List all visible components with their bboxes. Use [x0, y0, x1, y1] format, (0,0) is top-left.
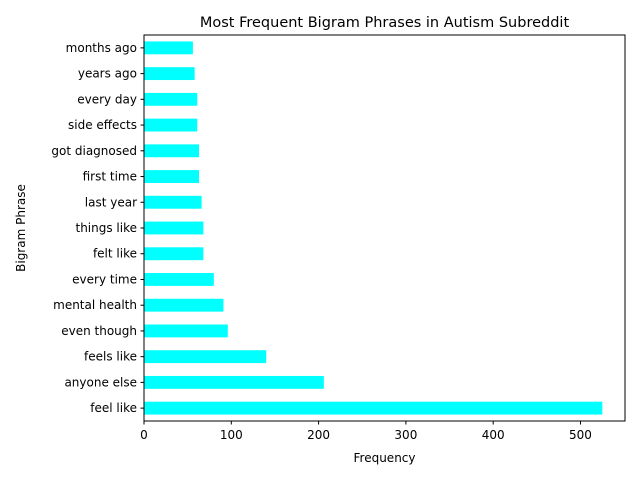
- y-tick-label: side effects: [68, 118, 137, 132]
- y-tick-label: anyone else: [64, 375, 137, 389]
- y-tick-label: feel like: [90, 401, 137, 415]
- bar-first-time: [144, 170, 199, 183]
- y-tick-label: things like: [75, 221, 137, 235]
- y-tick-label: feels like: [84, 350, 137, 364]
- x-tick-label: 100: [220, 428, 243, 442]
- x-tick-label: 0: [140, 428, 148, 442]
- y-tick-label: every day: [77, 92, 137, 106]
- y-tick-label: years ago: [78, 67, 137, 81]
- y-axis-ticks: feel like anyone else feels like even thoug…: [51, 41, 144, 415]
- y-tick-label: first time: [83, 170, 137, 184]
- y-tick-label: felt like: [93, 247, 137, 261]
- y-tick-label: mental health: [53, 298, 137, 312]
- bar-got-diagnosed: [144, 144, 199, 158]
- bar-months-ago: [144, 41, 193, 55]
- bar-things-like: [144, 221, 204, 235]
- bar-every-day: [144, 92, 198, 106]
- x-tick-label: 500: [569, 428, 592, 442]
- chart-title: Most Frequent Bigram Phrases in Autism S…: [200, 15, 570, 31]
- x-axis-ticks: 0 100 200 300 400 500: [140, 421, 592, 442]
- x-tick-label: 400: [482, 428, 505, 442]
- plot-frame: [143, 34, 626, 422]
- y-tick-label: got diagnosed: [51, 144, 137, 158]
- bar-side-effects: [144, 118, 198, 132]
- bars-group: [144, 41, 603, 415]
- x-axis-label: Frequency: [354, 451, 416, 465]
- y-tick-label: months ago: [66, 41, 137, 55]
- x-tick-label: 300: [394, 428, 417, 442]
- bar-felt-like: [144, 247, 204, 261]
- bar-every-time: [144, 273, 214, 286]
- y-tick-label: every time: [72, 272, 137, 286]
- x-tick-label: 200: [307, 428, 330, 442]
- bar-feel-like: [144, 401, 603, 415]
- y-tick-label: even though: [61, 324, 137, 338]
- bar-even-though: [144, 324, 228, 338]
- bar-mental-health: [144, 298, 224, 312]
- y-tick-label: last year: [85, 195, 137, 209]
- y-axis-label: Bigram Phrase: [14, 184, 28, 272]
- bar-feels-like: [144, 350, 267, 364]
- bar-last-year: [144, 195, 202, 209]
- bar-anyone-else: [144, 375, 324, 389]
- bar-years-ago: [144, 67, 195, 81]
